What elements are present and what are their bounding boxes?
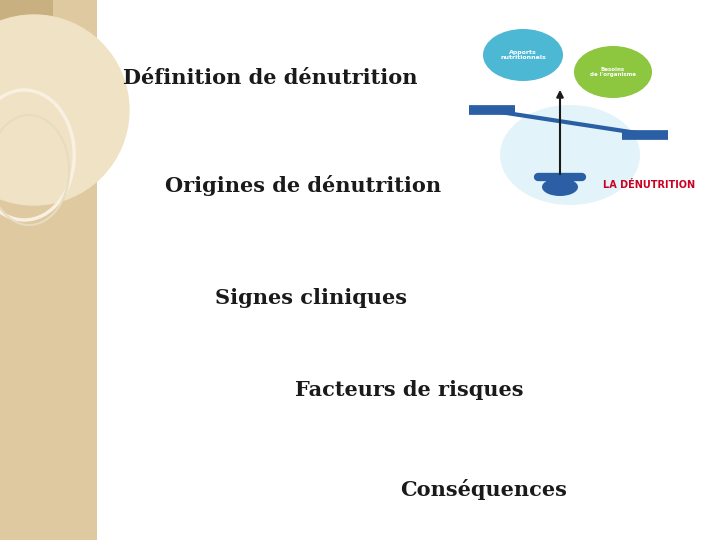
Text: LA DÉNUTRITION: LA DÉNUTRITION [603, 180, 695, 190]
Ellipse shape [542, 178, 578, 196]
Text: Origines de dénutrition: Origines de dénutrition [165, 174, 441, 195]
Text: Apports
nutritionnels: Apports nutritionnels [500, 50, 546, 60]
Text: Facteurs de risques: Facteurs de risques [295, 380, 523, 400]
Ellipse shape [574, 46, 652, 98]
Ellipse shape [483, 29, 563, 81]
Bar [0, 0, 97, 540]
Text: Définition de dénutrition: Définition de dénutrition [123, 68, 418, 88]
Text: Besoins
de l'organisme: Besoins de l'organisme [590, 66, 636, 77]
Circle shape [0, 15, 129, 205]
Bar [0, 0, 53, 28]
Ellipse shape [500, 105, 640, 205]
Text: Signes cliniques: Signes cliniques [215, 288, 407, 308]
Text: Conséquences: Conséquences [400, 480, 567, 501]
